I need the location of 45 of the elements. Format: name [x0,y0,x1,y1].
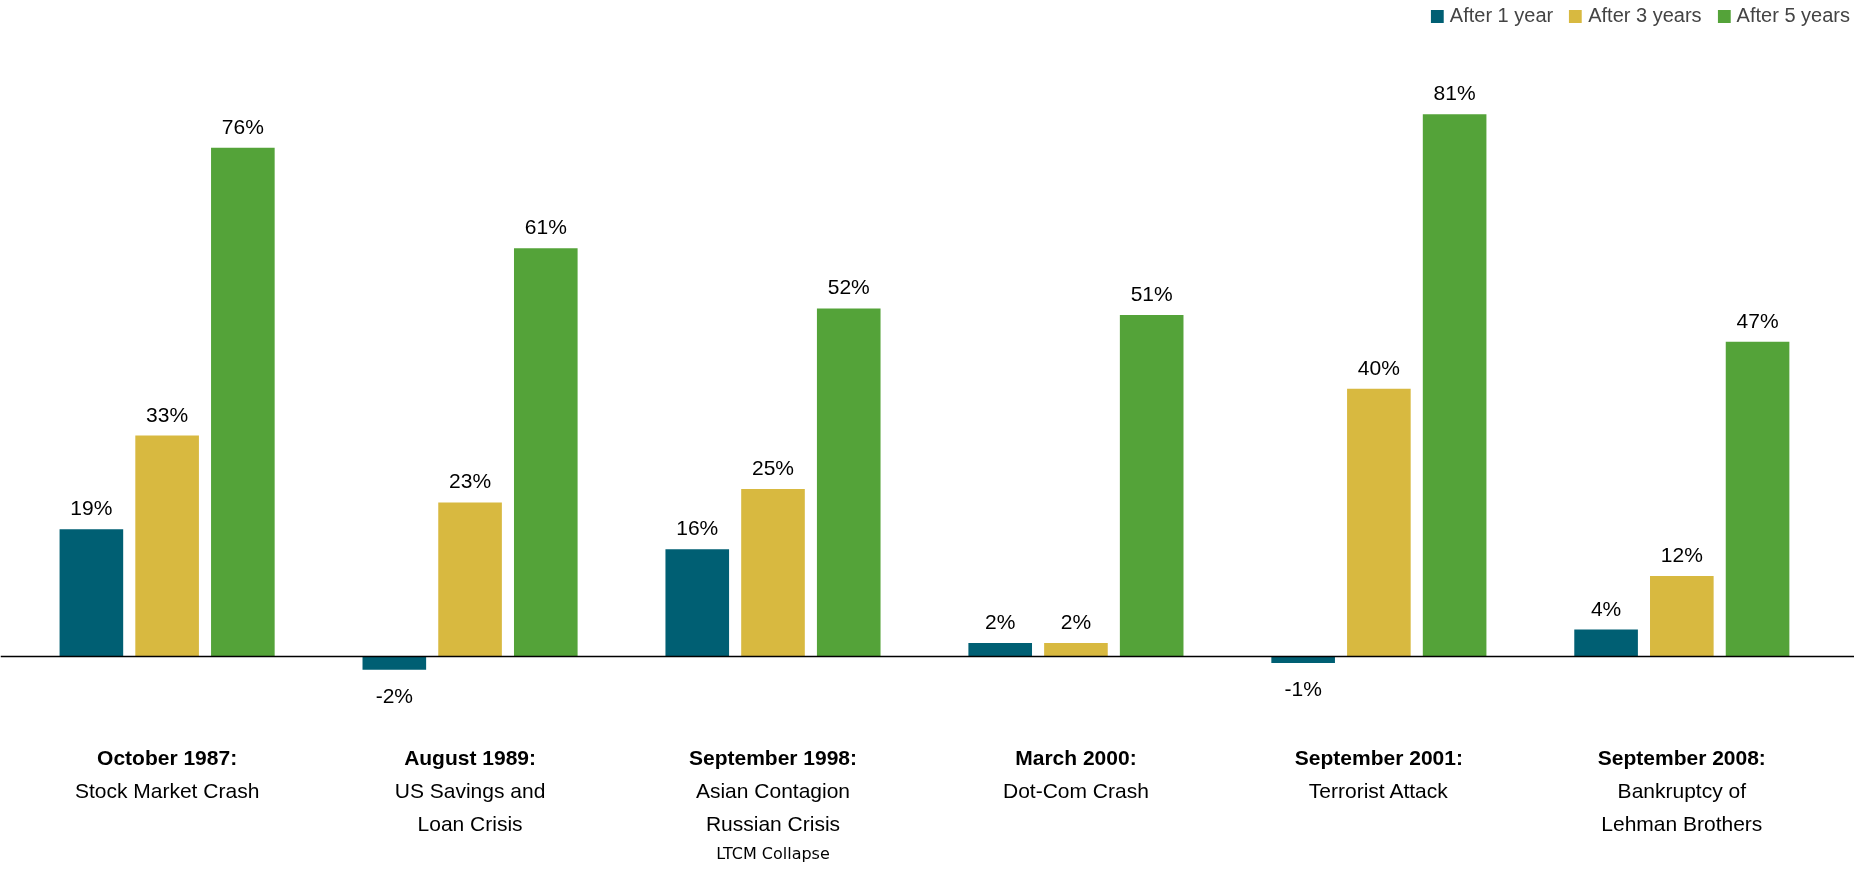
data-label: 19% [70,496,113,520]
data-label: 25% [751,456,795,480]
data-label: 33% [146,402,189,426]
data-label: 61% [524,215,567,239]
legend-label: After 1 year [1449,4,1554,27]
bar [741,489,805,657]
bar [1119,315,1184,657]
bar [1044,643,1108,657]
x-tick-label: March 2000: Dot-Com Crash [1003,745,1149,802]
legend-label: After 3 years [1588,4,1702,27]
bar [211,147,275,657]
data-label: 2% [985,610,1016,633]
bar [135,435,199,657]
bar [59,529,124,657]
x-tick-label: September 2001: Terrorist Attack [1294,745,1463,802]
data-label: 4% [1590,596,1622,620]
data-label: 16% [676,516,719,540]
bar [362,656,427,670]
x-tick-label: September 1998: Asian Contagion Russian Crisis LTCM Collapse [688,745,858,863]
legend-label: After 5 years [1736,4,1850,27]
bar [1347,388,1411,657]
bar [1271,656,1335,664]
bar [665,549,730,657]
data-label: 12% [1660,543,1703,567]
bar [1574,629,1638,657]
data-label: 81% [1433,81,1476,105]
x-tick-label: October 1987: Stock Market Crash [74,745,260,802]
data-label: 51% [1130,282,1173,306]
data-label: -2% [375,683,414,707]
data-label: 23% [449,469,492,493]
x-tick-label: August 1989: US Savings and Loan Crisis [394,745,546,835]
bar [816,308,881,657]
data-label: 52% [827,275,870,299]
bar [968,643,1033,657]
bar [438,502,502,657]
bar [1422,114,1487,657]
data-label: 76% [221,114,264,138]
data-label: 47% [1736,308,1779,332]
data-label: -1% [1284,677,1322,701]
data-label: 40% [1357,355,1400,379]
bar [513,248,578,657]
x-tick-label: September 2008: Bankruptcy of Lehman Brothers [1597,745,1766,835]
data-label: 2% [1060,610,1092,633]
bar [1725,341,1790,657]
bar [1650,576,1714,657]
